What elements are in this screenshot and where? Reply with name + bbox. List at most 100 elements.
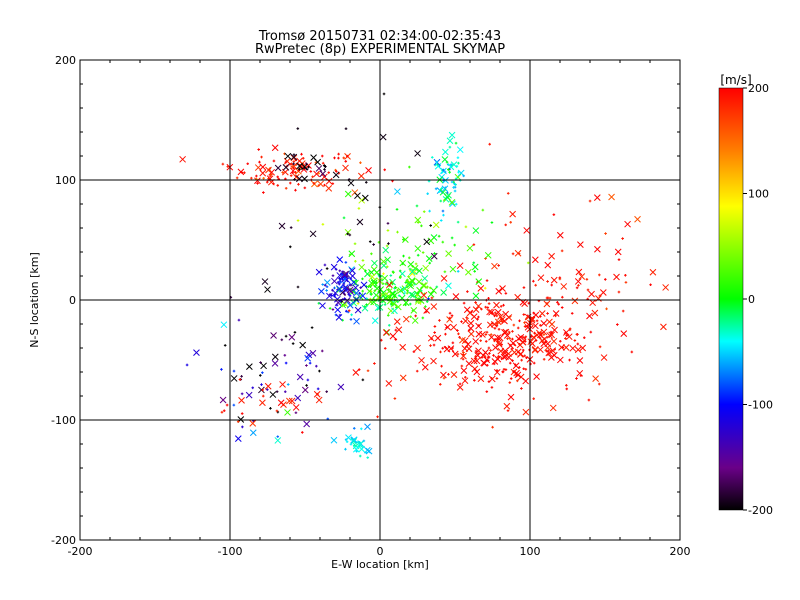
data-point-plus — [522, 313, 526, 316]
data-point-x — [220, 321, 228, 329]
data-point-x — [576, 357, 584, 364]
data-point-x — [614, 248, 622, 256]
data-point-plus — [325, 390, 328, 393]
data-point-x — [286, 397, 293, 405]
data-point-plus — [500, 317, 503, 321]
data-point-plus — [523, 354, 527, 358]
data-point-x — [465, 360, 473, 367]
data-point-x — [442, 148, 449, 156]
data-point-plus — [621, 309, 625, 313]
colorbar — [719, 88, 743, 510]
data-point-plus — [565, 387, 569, 391]
data-point-plus — [509, 220, 513, 224]
data-point-x — [334, 306, 342, 314]
data-point-plus — [457, 332, 460, 336]
data-point-x — [470, 313, 478, 320]
data-point-plus — [439, 199, 443, 203]
data-point-plus — [220, 410, 224, 414]
data-point-plus — [424, 310, 428, 314]
data-point-x — [464, 268, 472, 276]
data-point-plus — [386, 314, 390, 317]
data-point-plus — [473, 379, 476, 382]
data-point-plus — [347, 292, 351, 296]
data-point-plus — [490, 376, 493, 380]
data-point-x — [569, 344, 577, 352]
data-point-x — [595, 295, 602, 302]
data-point-x — [467, 330, 475, 338]
data-point-x — [624, 220, 631, 228]
data-point-plus — [349, 442, 353, 446]
data-point-x — [419, 282, 427, 289]
data-point-plus — [344, 447, 347, 451]
data-point-plus — [284, 186, 288, 190]
data-point-plus — [268, 169, 272, 173]
data-point-x — [523, 227, 531, 234]
data-point-x — [315, 165, 323, 172]
data-point-x — [301, 175, 308, 183]
data-point-plus — [269, 174, 272, 178]
data-point-x — [599, 289, 607, 296]
data-point-plus — [546, 312, 549, 315]
data-point-x — [260, 362, 267, 370]
data-point-plus — [484, 340, 488, 343]
data-point-x — [517, 351, 524, 358]
data-point-plus — [240, 171, 244, 174]
data-point-plus — [405, 291, 409, 295]
data-point-plus — [588, 199, 592, 203]
data-point-plus — [357, 207, 361, 210]
data-point-x — [406, 281, 413, 289]
data-point-plus — [525, 356, 528, 360]
data-point-plus — [434, 187, 438, 191]
data-point-plus — [327, 171, 330, 174]
data-point-plus — [310, 326, 314, 329]
data-point-plus — [344, 160, 348, 163]
data-point-x — [460, 367, 468, 375]
data-point-plus — [300, 152, 303, 156]
data-point-x — [445, 191, 452, 199]
data-point-plus — [422, 210, 426, 213]
data-point-x — [545, 349, 553, 357]
data-point-plus — [492, 362, 496, 366]
data-point-plus — [382, 92, 386, 96]
data-point-plus — [464, 225, 468, 229]
data-point-x — [410, 307, 418, 314]
data-point-plus — [448, 311, 452, 315]
data-point-x — [371, 317, 379, 325]
data-point-plus — [486, 355, 490, 359]
data-point-x — [399, 286, 407, 293]
data-point-plus — [587, 398, 591, 402]
data-point-x — [482, 349, 489, 356]
data-point-plus — [383, 347, 387, 350]
colorbar-ticks: 200 100 0 -100 -200 — [718, 82, 773, 517]
data-point-x — [472, 306, 480, 313]
data-point-plus — [307, 165, 310, 169]
data-point-x — [384, 256, 391, 264]
data-point-plus — [275, 409, 279, 413]
data-point-x — [546, 318, 553, 326]
data-point-x — [475, 302, 482, 310]
colorbar-tick-label: -200 — [748, 504, 773, 517]
data-point-x — [460, 352, 467, 360]
data-point-x — [363, 446, 371, 454]
data-point-x — [447, 345, 455, 353]
data-point-plus — [260, 383, 263, 386]
data-point-plus — [598, 345, 602, 349]
data-point-plus — [492, 354, 495, 357]
data-point-x — [284, 409, 291, 416]
data-point-plus — [293, 331, 297, 334]
data-point-plus — [491, 425, 494, 429]
data-point-x — [450, 323, 458, 331]
data-point-x — [494, 308, 502, 316]
data-point-plus — [449, 163, 453, 166]
data-point-plus — [442, 376, 446, 380]
data-point-plus — [350, 313, 353, 317]
data-point-plus — [365, 303, 368, 306]
data-point-x — [416, 267, 423, 275]
data-point-x — [550, 276, 558, 284]
data-point-x — [548, 252, 555, 260]
data-point-plus — [428, 261, 432, 265]
data-point-plus — [426, 192, 429, 195]
data-point-plus — [328, 293, 332, 296]
data-point-plus — [386, 222, 390, 225]
data-point-x — [662, 284, 669, 291]
